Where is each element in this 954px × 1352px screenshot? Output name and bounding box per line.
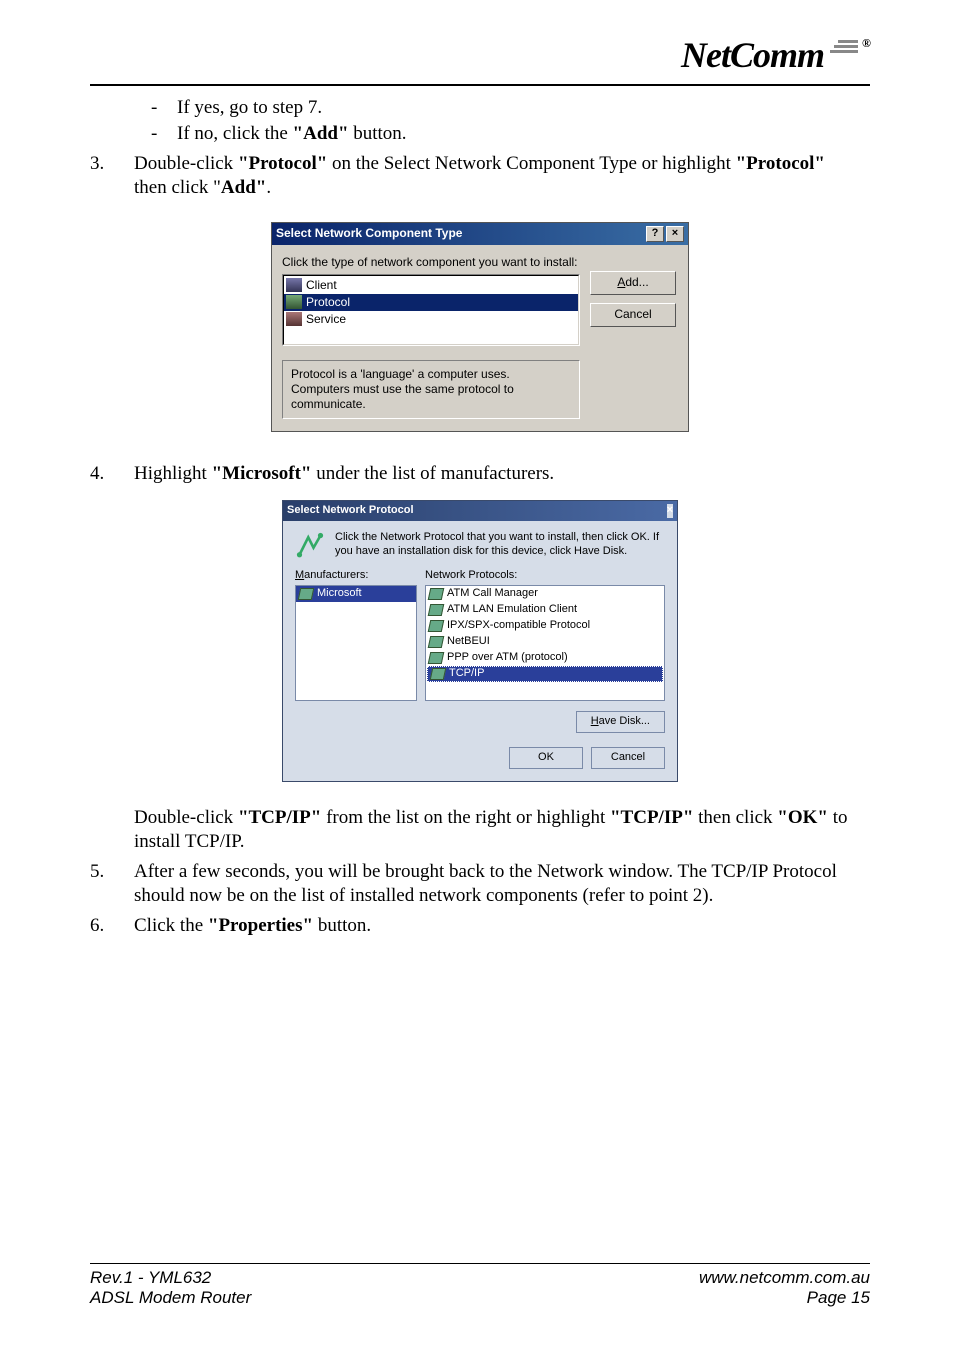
have-disk-button[interactable]: Have Disk... — [576, 711, 665, 733]
protocol-item-icon — [429, 588, 443, 600]
list-item-protocol[interactable]: Protocol — [284, 294, 578, 311]
dialog-titlebar: Select Network Component Type ? × — [272, 223, 688, 245]
protocol-item-icon — [429, 636, 443, 648]
list-item[interactable]: ATM LAN Emulation Client — [426, 602, 664, 618]
footer-right-1: www.netcomm.com.au — [699, 1268, 870, 1288]
dialog-title: Select Network Protocol — [287, 504, 414, 518]
step-4: 4. Highlight "Microsoft" under the list … — [90, 462, 870, 486]
step-number: 4. — [90, 462, 134, 486]
sub-bullet: - If yes, go to step 7. — [90, 96, 870, 120]
page-content: - If yes, go to step 7. - If no, click t… — [90, 96, 870, 938]
bullet-text: If yes, go to step 7. — [177, 96, 322, 120]
close-button[interactable]: × — [666, 226, 684, 242]
step-text: Double-click "Protocol" on the Select Ne… — [134, 152, 870, 200]
protocol-item-icon — [429, 604, 443, 616]
brand-logo: NetComm ® — [681, 34, 870, 76]
brand-name: NetComm — [681, 34, 824, 76]
list-item[interactable]: ATM Call Manager — [426, 586, 664, 602]
footer-rule — [90, 1263, 870, 1264]
step-text: Highlight "Microsoft" under the list of … — [134, 462, 870, 486]
list-item[interactable]: NetBEUI — [426, 634, 664, 650]
step-3: 3. Double-click "Protocol" on the Select… — [90, 152, 870, 200]
protocol-icon — [286, 295, 302, 309]
description-groupbox: Protocol is a 'language' a computer uses… — [282, 360, 580, 419]
dialog-instruction: Click the Network Protocol that you want… — [335, 531, 665, 559]
footer-right-2: Page 15 — [807, 1288, 870, 1308]
registered-mark: ® — [862, 36, 870, 51]
close-button[interactable]: × — [667, 504, 673, 518]
protocols-listbox[interactable]: ATM Call Manager ATM LAN Emulation Clien… — [425, 585, 665, 701]
step-text: Click the "Properties" button. — [134, 914, 870, 938]
footer-left-1: Rev.1 - YML632 — [90, 1268, 211, 1288]
list-item-tcpip[interactable]: TCP/IP — [427, 666, 663, 682]
protocols-label: Network Protocols: — [425, 569, 665, 583]
protocol-dialog-icon — [295, 531, 325, 561]
select-protocol-dialog: Select Network Protocol × Click the Netw… — [282, 500, 678, 782]
list-item-client[interactable]: Client — [284, 277, 578, 294]
dialog-title: Select Network Component Type — [276, 226, 462, 241]
protocol-item-icon — [431, 668, 445, 680]
list-item-microsoft[interactable]: Microsoft — [296, 586, 416, 602]
logo-bars-icon — [830, 38, 858, 55]
cancel-button[interactable]: Cancel — [590, 303, 676, 327]
header-logo-row: NetComm ® — [90, 30, 870, 80]
cancel-button[interactable]: Cancel — [591, 747, 665, 769]
description-text: Protocol is a 'language' a computer uses… — [291, 367, 514, 411]
header-rule — [90, 84, 870, 86]
step-number: 3. — [90, 152, 134, 200]
dash-marker: - — [151, 96, 177, 120]
client-icon — [286, 278, 302, 292]
protocol-item-icon — [429, 620, 443, 632]
dialog-titlebar: Select Network Protocol × — [283, 501, 677, 521]
manufacturers-listbox[interactable]: Microsoft — [295, 585, 417, 701]
dash-marker: - — [151, 122, 177, 146]
step-4-continued: Double-click "TCP/IP" from the list on t… — [90, 806, 870, 854]
manufacturer-icon — [299, 588, 313, 600]
sub-bullet: - If no, click the "Add" button. — [90, 122, 870, 146]
ok-button[interactable]: OK — [509, 747, 583, 769]
list-item[interactable]: PPP over ATM (protocol) — [426, 650, 664, 666]
step-5: 5. After a few seconds, you will be brou… — [90, 860, 870, 908]
protocol-item-icon — [429, 652, 443, 664]
dialog-prompt: Click the type of network component you … — [282, 255, 580, 270]
step-number: 5. — [90, 860, 134, 908]
list-item-service[interactable]: Service — [284, 311, 578, 328]
footer-left-2: ADSL Modem Router — [90, 1288, 251, 1308]
help-button[interactable]: ? — [646, 226, 664, 242]
list-item[interactable]: IPX/SPX-compatible Protocol — [426, 618, 664, 634]
bullet-text: If no, click the "Add" button. — [177, 122, 407, 146]
manufacturers-label: Manufacturers: — [295, 569, 417, 583]
add-button[interactable]: Add... — [590, 271, 676, 295]
component-listbox[interactable]: Client Protocol Service — [282, 274, 580, 346]
page-footer: Rev.1 - YML632 www.netcomm.com.au ADSL M… — [90, 1263, 870, 1308]
step-6: 6. Click the "Properties" button. — [90, 914, 870, 938]
select-component-dialog: Select Network Component Type ? × Click … — [271, 222, 689, 432]
step-text: After a few seconds, you will be brought… — [134, 860, 870, 908]
service-icon — [286, 312, 302, 326]
step-number: 6. — [90, 914, 134, 938]
